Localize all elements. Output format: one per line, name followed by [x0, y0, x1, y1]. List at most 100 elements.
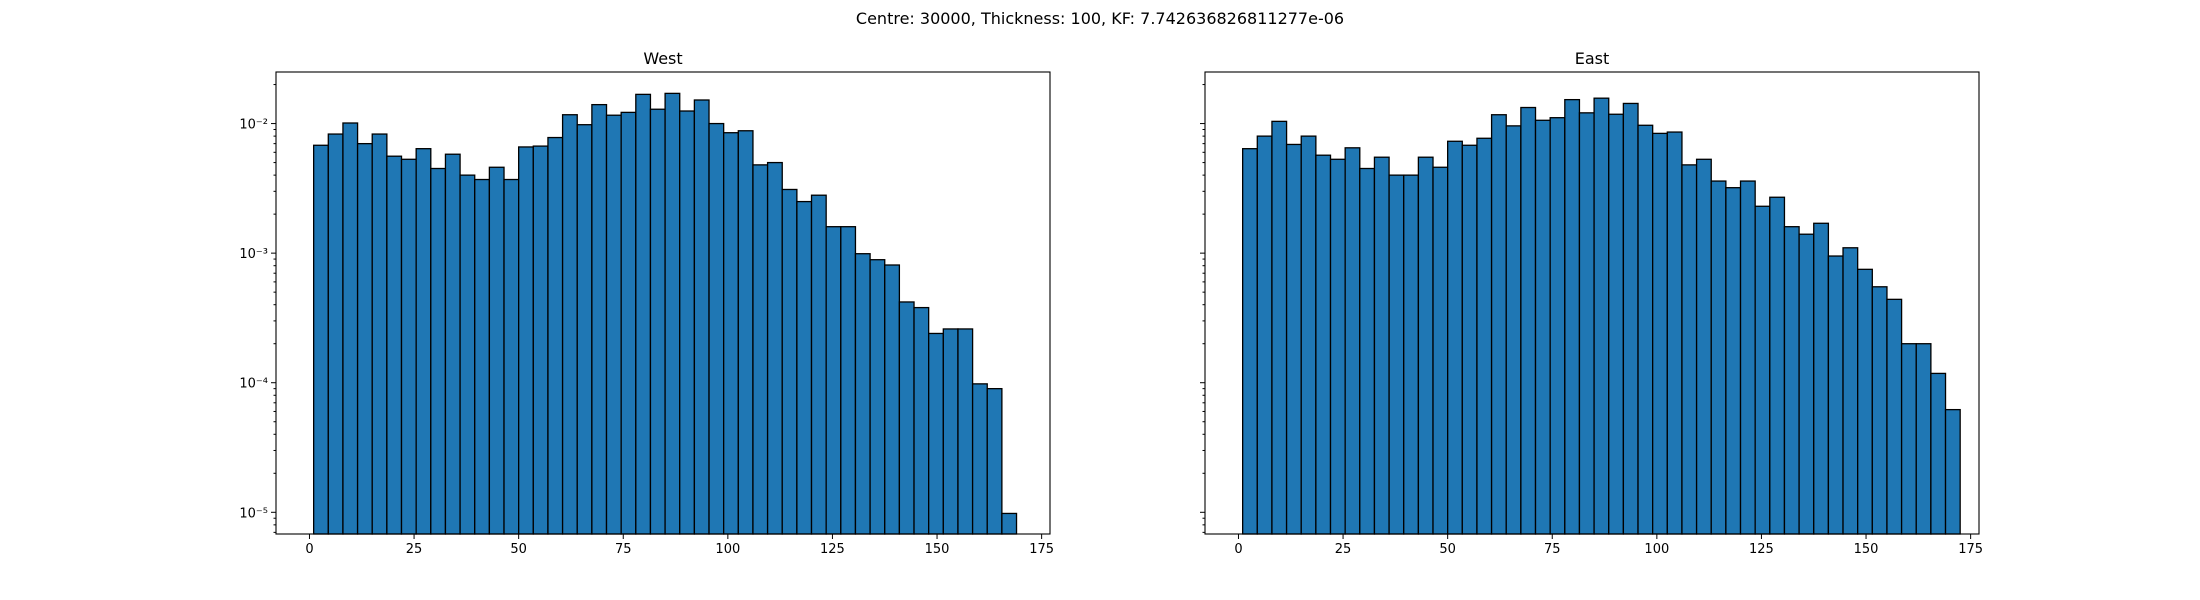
histogram-bar [1476, 137, 1493, 535]
histogram-bar [693, 99, 710, 535]
histogram-bar [1944, 408, 1961, 535]
histogram-bar [1842, 247, 1859, 535]
histogram-bar [1857, 268, 1873, 535]
chart-title-east: East [1575, 49, 1610, 68]
histogram-bar [591, 103, 608, 535]
histogram-bar [1798, 233, 1815, 535]
histogram-bar [1271, 120, 1288, 535]
histogram-bar [1242, 148, 1258, 535]
y-tick-label: 10⁻³ [239, 247, 268, 262]
x-tick-label: 100 [715, 542, 740, 557]
histogram-bar [1001, 512, 1018, 535]
histogram-bar [1622, 102, 1639, 535]
histogram-bar [649, 108, 666, 535]
histogram-bar [971, 383, 988, 535]
histogram-bar [1490, 114, 1507, 535]
histogram-bar [1783, 226, 1800, 535]
histogram-bar [1710, 180, 1727, 535]
histogram-bar [1315, 154, 1332, 535]
histogram-bar [561, 114, 578, 535]
histogram-bar [942, 328, 959, 535]
histogram-bar [1827, 255, 1844, 535]
chart-title-west: West [643, 49, 682, 68]
x-tick-label: 50 [1439, 542, 1456, 557]
x-tick-label: 150 [925, 542, 950, 557]
histogram-bar [1695, 158, 1712, 535]
y-tick-label: 10⁻⁴ [239, 377, 268, 392]
x-tick-label: 175 [1958, 542, 1983, 557]
histogram-bar [1520, 106, 1537, 535]
histogram-bar [1256, 135, 1273, 535]
y-tick-label: 10⁻⁵ [239, 506, 268, 521]
histogram-bar [1652, 132, 1668, 535]
histogram-bar [664, 92, 681, 535]
histogram-bar [1900, 343, 1917, 535]
histogram-bar [1681, 164, 1698, 535]
axes-frame-west [275, 71, 1051, 535]
chart-panel-east: East 0 25 50 75 100 125 150 175 [1200, 49, 1983, 557]
histogram-bar [840, 226, 857, 535]
histogram-bar [898, 301, 915, 535]
histogram-bar [386, 155, 403, 535]
x-tick-label: 0 [1234, 542, 1242, 557]
histogram-bar [884, 264, 901, 535]
bar-series-west [313, 92, 1018, 535]
histogram-bar [1578, 112, 1595, 535]
histogram-bar [444, 153, 461, 535]
histogram-bar [1813, 222, 1830, 535]
histogram-bar [1886, 298, 1903, 535]
histogram-bar [1505, 125, 1522, 535]
x-tick-label: 25 [406, 542, 423, 557]
chart-panel-west: West 0 25 50 75 100 125 150 175 10⁻⁵ 10⁻⁴ 10⁻³ 10⁻² [239, 49, 1054, 557]
histogram-bar [1593, 97, 1610, 535]
histogram-bar [1432, 166, 1449, 535]
histogram-bar [1637, 124, 1654, 535]
histogram-bar [474, 178, 491, 535]
bar-series-east [1242, 97, 1961, 535]
x-tick-label: 75 [615, 542, 632, 557]
histogram-bar [957, 328, 974, 535]
histogram-bar [1329, 158, 1346, 535]
histogram-bar [1285, 143, 1302, 535]
y-tick-label: 10⁻² [239, 118, 268, 133]
histogram-bar [1447, 140, 1463, 535]
x-tick-label: 25 [1335, 542, 1352, 557]
histogram-bar [1534, 119, 1551, 535]
histogram-bar [313, 144, 329, 535]
histogram-bar [913, 306, 930, 535]
histogram-bar [356, 142, 373, 535]
histogram-bar [1403, 174, 1420, 535]
histogram-bar [737, 130, 754, 535]
histogram-bar [605, 114, 622, 535]
x-tick-label: 50 [510, 542, 527, 557]
histogram-bar [1461, 144, 1478, 535]
histogram-bar [708, 122, 725, 535]
histogram-bar [415, 148, 432, 535]
histogram-bar [1388, 174, 1405, 535]
histogram-bar [825, 226, 842, 535]
histogram-bar [1608, 113, 1625, 535]
histogram-bar [327, 133, 344, 535]
histogram-bar [518, 146, 534, 535]
axes-frame-east [1204, 71, 1980, 535]
histogram-bar [781, 188, 798, 535]
histogram-bar [1359, 167, 1376, 535]
histogram-bar [752, 164, 769, 535]
histogram-bar [1564, 98, 1581, 535]
histogram-bar [854, 253, 871, 535]
histogram-bar [1666, 131, 1683, 535]
x-tick-label: 150 [1854, 542, 1879, 557]
histogram-bar [459, 174, 476, 535]
histogram-bar [796, 200, 813, 535]
histogram-bar [869, 259, 886, 535]
histogram-bar [1739, 180, 1756, 535]
x-tick-label: 75 [1544, 542, 1561, 557]
histogram-bar [723, 132, 739, 535]
histogram-bar [430, 167, 447, 535]
histogram-bar [342, 122, 359, 535]
histogram-bar [1417, 156, 1434, 535]
histogram-bar [635, 93, 652, 535]
histogram-bar [1549, 117, 1566, 535]
x-tick-label: 175 [1029, 542, 1054, 557]
